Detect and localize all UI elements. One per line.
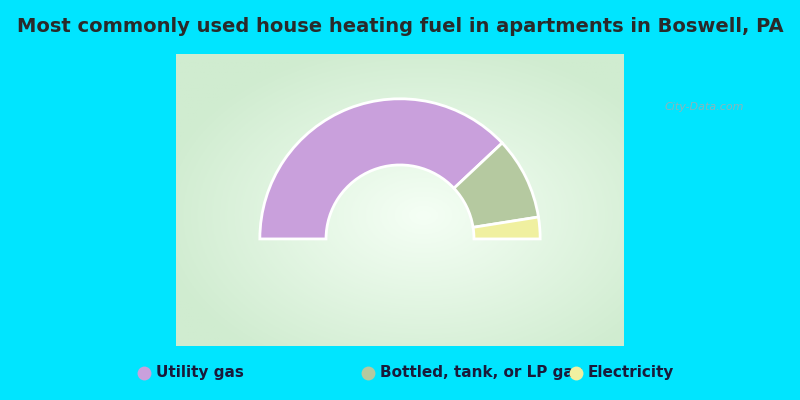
Wedge shape [260, 99, 502, 239]
Wedge shape [454, 143, 538, 227]
Text: Most commonly used house heating fuel in apartments in Boswell, PA: Most commonly used house heating fuel in… [17, 18, 783, 36]
Text: Utility gas: Utility gas [156, 366, 244, 380]
Text: Electricity: Electricity [588, 366, 674, 380]
Text: City-Data.com: City-Data.com [664, 102, 744, 112]
Text: Bottled, tank, or LP gas: Bottled, tank, or LP gas [380, 366, 582, 380]
Wedge shape [473, 217, 540, 239]
